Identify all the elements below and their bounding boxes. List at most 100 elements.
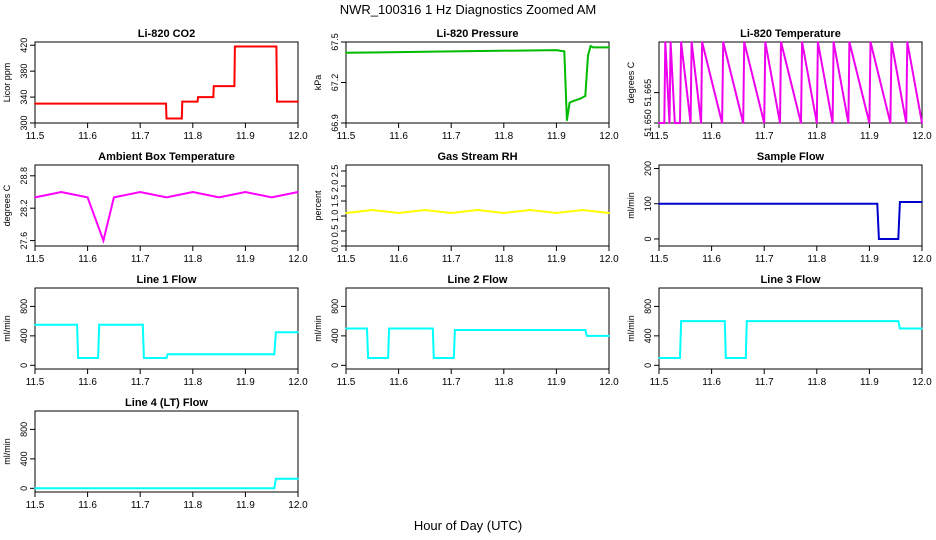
data-point <box>432 357 435 359</box>
data-point <box>102 239 105 242</box>
x-tick-label: 11.5 <box>650 131 669 142</box>
data-point <box>848 41 851 43</box>
x-tick-label: 11.7 <box>442 254 461 265</box>
data-point <box>663 122 666 124</box>
data-point <box>165 196 168 199</box>
data-point <box>905 122 908 124</box>
data-point <box>721 122 723 124</box>
data-point <box>181 100 184 103</box>
data-point <box>180 117 183 120</box>
y-tick-label: 400 <box>19 451 29 466</box>
x-tick-label: 11.7 <box>442 131 461 142</box>
y-tick-label: 0 <box>643 363 653 368</box>
data-point <box>97 357 99 359</box>
data-point <box>77 357 79 359</box>
data-point <box>658 357 660 359</box>
data-point <box>724 357 727 359</box>
x-tick-label: 11.8 <box>807 254 826 265</box>
x-tick-label: 11.9 <box>236 377 255 388</box>
data-point <box>921 201 923 203</box>
x-tick-label: 11.9 <box>236 254 255 265</box>
data-point <box>371 209 374 211</box>
y-axis-label: ml/min <box>2 315 12 342</box>
data-point <box>297 191 299 193</box>
data-point <box>584 329 587 331</box>
data-point <box>34 102 36 105</box>
data-point <box>800 122 802 124</box>
data-point <box>832 41 835 43</box>
series-line <box>659 201 922 240</box>
data-point <box>34 323 36 326</box>
chart-title: Li-820 Temperature <box>740 28 841 40</box>
y-tick-label: 2.5 <box>330 165 340 178</box>
data-point <box>275 331 277 334</box>
plot-frame <box>658 41 923 124</box>
chart-title: Ambient Box Temperature <box>98 151 235 163</box>
x-tick-label: 12.0 <box>599 131 619 142</box>
chart-panel: Line 2 Flow 11.5 11.6 11.7 11.8 11.9 12.0 0 400 8… <box>313 274 619 388</box>
data-point <box>76 323 78 326</box>
y-tick-label: 28.8 <box>19 167 29 185</box>
data-point <box>197 96 200 98</box>
y-axis-label: ml/min <box>626 192 636 219</box>
data-point <box>218 196 221 199</box>
y-axis-label: degrees C <box>626 61 636 103</box>
data-point <box>244 191 247 193</box>
y-tick-label: 800 <box>19 422 29 437</box>
data-point <box>669 41 672 43</box>
data-point <box>387 357 389 359</box>
plot-frame <box>345 41 610 124</box>
plot-frame <box>34 410 299 493</box>
data-point <box>166 353 169 356</box>
data-point <box>450 50 453 53</box>
series-line <box>34 190 299 245</box>
data-point <box>801 41 803 43</box>
x-tick-label: 11.7 <box>131 131 150 142</box>
data-point <box>921 327 923 330</box>
y-axis-label: percent <box>313 190 323 221</box>
x-tick-label: 11.5 <box>26 254 45 265</box>
chart-title: Gas Stream RH <box>437 151 517 163</box>
data-point <box>273 487 276 490</box>
data-point <box>563 50 566 53</box>
series-line <box>659 41 923 124</box>
plot-frame <box>345 164 610 247</box>
data-point <box>679 357 681 359</box>
data-point <box>345 212 347 214</box>
data-point <box>780 41 782 43</box>
data-point <box>367 357 369 359</box>
chart-panel: Line 4 (LT) Flow 11.5 11.6 11.7 11.8 11.9 12.0… <box>2 397 308 511</box>
x-tick-label: 11.9 <box>860 377 879 388</box>
y-tick-label: 51.665 <box>643 79 653 107</box>
y-tick-label: 400 <box>19 328 29 343</box>
y-tick-label: 0.5 <box>330 225 340 238</box>
plot-frame <box>345 287 610 370</box>
x-tick-label: 11.5 <box>650 377 669 388</box>
data-point <box>878 238 880 240</box>
y-tick-label: 0 <box>19 363 29 368</box>
data-point <box>234 45 236 48</box>
x-tick-label: 11.6 <box>389 254 408 265</box>
data-point <box>98 323 101 326</box>
data-point <box>555 49 558 51</box>
x-tick-label: 11.6 <box>78 500 97 511</box>
data-point <box>764 41 767 43</box>
data-point <box>817 41 819 43</box>
data-point <box>297 331 299 334</box>
chart-panel: Li-820 CO2 11.5 11.6 11.7 11.8 11.9 12.0 300 340… <box>2 28 308 142</box>
chart-title: Li-820 CO2 <box>138 28 195 40</box>
series-line <box>346 327 609 359</box>
data-point <box>450 212 453 214</box>
data-point <box>141 323 144 326</box>
x-tick-label: 11.5 <box>337 131 356 142</box>
plot-frame <box>34 164 299 247</box>
data-point <box>680 320 682 322</box>
plot-frame <box>658 164 923 247</box>
series-line <box>35 45 298 120</box>
data-point <box>579 97 581 100</box>
series-line <box>35 477 298 490</box>
x-tick-label: 11.9 <box>236 131 255 142</box>
y-tick-label: 380 <box>19 64 29 79</box>
data-point <box>608 46 610 49</box>
y-tick-label: 1.5 <box>330 195 340 208</box>
